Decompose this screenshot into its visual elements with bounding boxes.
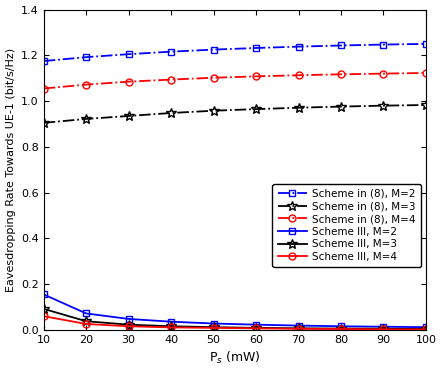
Scheme III, M=3 — [84, 319, 89, 324]
Scheme III, M=2 — [168, 320, 174, 324]
Scheme in (8), M=3 — [84, 117, 89, 121]
Scheme III, M=2 — [41, 292, 46, 297]
Scheme in (8), M=4 — [296, 73, 301, 77]
Scheme III, M=2 — [339, 324, 344, 328]
Scheme III, M=2 — [296, 323, 301, 328]
Scheme in (8), M=2 — [41, 59, 46, 63]
Scheme III, M=3 — [339, 326, 344, 331]
Line: Scheme in (8), M=2: Scheme in (8), M=2 — [40, 41, 430, 64]
Scheme in (8), M=3 — [339, 105, 344, 109]
Scheme in (8), M=2 — [423, 42, 429, 46]
Scheme in (8), M=4 — [211, 76, 216, 80]
Line: Scheme III, M=4: Scheme III, M=4 — [40, 313, 430, 333]
Scheme in (8), M=3 — [126, 114, 131, 118]
Scheme III, M=3 — [253, 326, 259, 330]
Line: Scheme III, M=3: Scheme III, M=3 — [39, 304, 431, 334]
Scheme in (8), M=4 — [339, 72, 344, 77]
Scheme III, M=3 — [211, 325, 216, 330]
Scheme in (8), M=4 — [126, 79, 131, 84]
Line: Scheme in (8), M=4: Scheme in (8), M=4 — [40, 70, 430, 92]
Scheme III, M=2 — [211, 321, 216, 326]
Scheme in (8), M=4 — [253, 74, 259, 78]
Scheme III, M=4 — [126, 324, 131, 328]
Scheme in (8), M=2 — [296, 44, 301, 49]
Scheme in (8), M=2 — [84, 55, 89, 60]
X-axis label: P$_{s}$ (mW): P$_{s}$ (mW) — [209, 350, 261, 366]
Scheme III, M=3 — [126, 323, 131, 327]
Scheme in (8), M=2 — [381, 42, 386, 47]
Scheme III, M=2 — [253, 323, 259, 327]
Scheme III, M=4 — [41, 314, 46, 318]
Scheme in (8), M=2 — [126, 52, 131, 57]
Scheme in (8), M=4 — [381, 71, 386, 76]
Scheme in (8), M=2 — [253, 46, 259, 50]
Scheme in (8), M=2 — [339, 43, 344, 48]
Scheme III, M=3 — [296, 326, 301, 331]
Scheme III, M=4 — [211, 326, 216, 330]
Scheme III, M=3 — [423, 327, 429, 331]
Scheme III, M=2 — [381, 324, 386, 329]
Scheme III, M=3 — [168, 324, 174, 328]
Scheme in (8), M=3 — [253, 107, 259, 111]
Scheme in (8), M=2 — [211, 47, 216, 52]
Y-axis label: Eavesdropping Rate Towards UE-1 (bit/s/Hz): Eavesdropping Rate Towards UE-1 (bit/s/H… — [6, 48, 15, 292]
Scheme in (8), M=3 — [296, 106, 301, 110]
Scheme III, M=3 — [41, 307, 46, 311]
Scheme in (8), M=4 — [84, 82, 89, 87]
Legend: Scheme in (8), M=2, Scheme in (8), M=3, Scheme in (8), M=4, Scheme III, M=2, Sch: Scheme in (8), M=2, Scheme in (8), M=3, … — [272, 184, 421, 267]
Scheme III, M=4 — [339, 327, 344, 331]
Scheme in (8), M=3 — [41, 121, 46, 125]
Scheme in (8), M=3 — [168, 111, 174, 115]
Scheme III, M=4 — [296, 327, 301, 331]
Scheme III, M=2 — [84, 311, 89, 316]
Scheme III, M=4 — [84, 322, 89, 326]
Line: Scheme in (8), M=3: Scheme in (8), M=3 — [39, 100, 431, 128]
Scheme in (8), M=4 — [168, 77, 174, 82]
Scheme in (8), M=3 — [211, 109, 216, 113]
Scheme in (8), M=2 — [168, 49, 174, 54]
Scheme III, M=4 — [423, 327, 429, 332]
Scheme in (8), M=4 — [41, 86, 46, 91]
Scheme III, M=4 — [168, 325, 174, 330]
Scheme III, M=2 — [423, 325, 429, 330]
Line: Scheme III, M=2: Scheme III, M=2 — [40, 291, 430, 331]
Scheme in (8), M=4 — [423, 71, 429, 75]
Scheme III, M=3 — [381, 327, 386, 331]
Scheme III, M=4 — [253, 326, 259, 331]
Scheme in (8), M=3 — [423, 103, 429, 107]
Scheme III, M=2 — [126, 317, 131, 321]
Scheme III, M=4 — [381, 327, 386, 331]
Scheme in (8), M=3 — [381, 103, 386, 108]
